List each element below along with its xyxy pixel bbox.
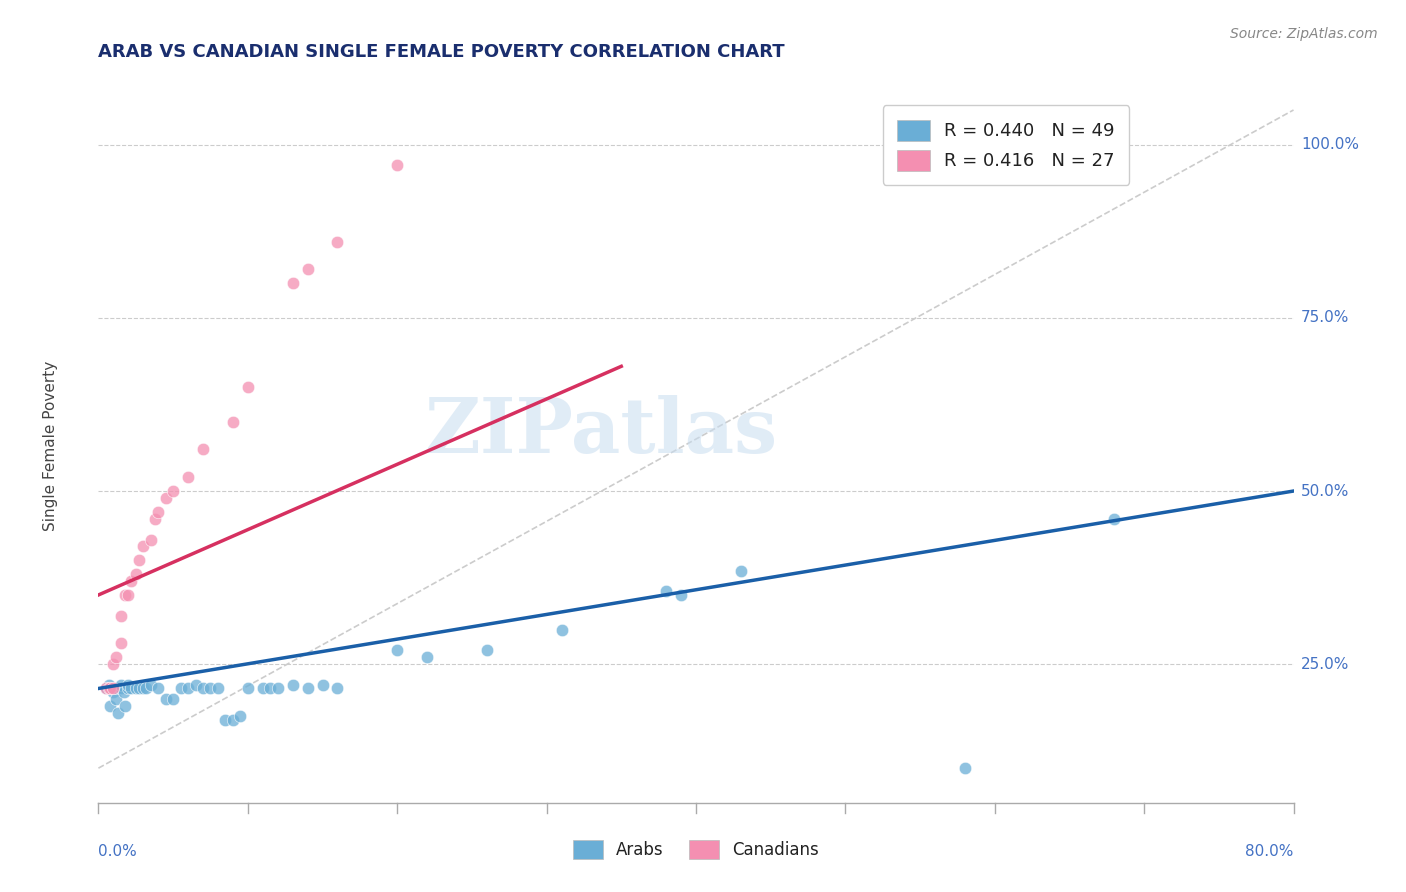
Point xyxy=(110,636,132,650)
Point xyxy=(162,483,184,498)
Point xyxy=(177,470,200,484)
Point xyxy=(311,678,333,692)
Point xyxy=(143,512,166,526)
Point xyxy=(953,761,976,775)
Text: ARAB VS CANADIAN SINGLE FEMALE POVERTY CORRELATION CHART: ARAB VS CANADIAN SINGLE FEMALE POVERTY C… xyxy=(98,43,785,61)
Point xyxy=(132,540,155,554)
Point xyxy=(236,380,259,394)
Point xyxy=(326,235,349,249)
Point xyxy=(416,650,439,665)
Point xyxy=(222,415,245,429)
Point xyxy=(550,623,572,637)
Point xyxy=(730,564,752,578)
Point xyxy=(97,681,120,696)
Point xyxy=(155,691,177,706)
Text: 25.0%: 25.0% xyxy=(1301,657,1350,672)
Point xyxy=(169,681,191,696)
Point xyxy=(105,650,128,665)
Point xyxy=(259,681,281,696)
Point xyxy=(112,685,135,699)
Point xyxy=(117,681,139,696)
Point xyxy=(148,681,170,696)
Text: 75.0%: 75.0% xyxy=(1301,310,1350,326)
Point xyxy=(103,685,125,699)
Point xyxy=(114,698,136,713)
Point xyxy=(326,681,349,696)
Point xyxy=(103,657,125,672)
Point xyxy=(105,691,128,706)
Text: Single Female Poverty: Single Female Poverty xyxy=(44,361,58,531)
Text: 50.0%: 50.0% xyxy=(1301,483,1350,499)
Text: ZIPatlas: ZIPatlas xyxy=(423,395,778,468)
Point xyxy=(191,442,214,457)
Point xyxy=(139,533,162,547)
Point xyxy=(132,681,155,696)
Point xyxy=(110,608,132,623)
Point xyxy=(162,691,184,706)
Point xyxy=(236,681,259,696)
Point xyxy=(267,681,290,696)
Point xyxy=(125,567,148,582)
Point xyxy=(128,681,150,696)
Point xyxy=(214,713,236,727)
Point xyxy=(128,553,150,567)
Point xyxy=(94,681,117,696)
Point xyxy=(177,681,200,696)
Point xyxy=(281,678,304,692)
Point xyxy=(385,643,409,657)
Point xyxy=(110,681,132,696)
Point xyxy=(655,584,678,599)
Point xyxy=(120,681,142,696)
Point xyxy=(103,681,125,696)
Point xyxy=(200,681,222,696)
Legend: Arabs, Canadians: Arabs, Canadians xyxy=(567,833,825,866)
Point xyxy=(97,678,120,692)
Point xyxy=(191,681,214,696)
Point xyxy=(120,574,142,588)
Point xyxy=(148,505,170,519)
Point xyxy=(1104,512,1126,526)
Point xyxy=(207,681,229,696)
Point xyxy=(135,681,157,696)
Point xyxy=(385,158,409,172)
Point xyxy=(155,491,177,505)
Point xyxy=(105,681,128,696)
Point xyxy=(98,698,122,713)
Text: 0.0%: 0.0% xyxy=(98,845,138,859)
Point xyxy=(297,262,319,277)
Point xyxy=(114,588,136,602)
Point xyxy=(184,678,207,692)
Point xyxy=(117,588,139,602)
Text: 80.0%: 80.0% xyxy=(1246,845,1294,859)
Point xyxy=(297,681,319,696)
Point xyxy=(281,276,304,290)
Point xyxy=(98,681,122,696)
Point xyxy=(107,706,129,720)
Point xyxy=(229,709,252,723)
Point xyxy=(475,643,498,657)
Point xyxy=(110,678,132,692)
Point xyxy=(669,588,692,602)
Point xyxy=(252,681,274,696)
Text: Source: ZipAtlas.com: Source: ZipAtlas.com xyxy=(1230,27,1378,41)
Point xyxy=(139,678,162,692)
Point xyxy=(125,681,148,696)
Point xyxy=(103,681,125,696)
Point xyxy=(117,678,139,692)
Text: 100.0%: 100.0% xyxy=(1301,137,1360,153)
Point xyxy=(222,713,245,727)
Point xyxy=(94,681,117,696)
